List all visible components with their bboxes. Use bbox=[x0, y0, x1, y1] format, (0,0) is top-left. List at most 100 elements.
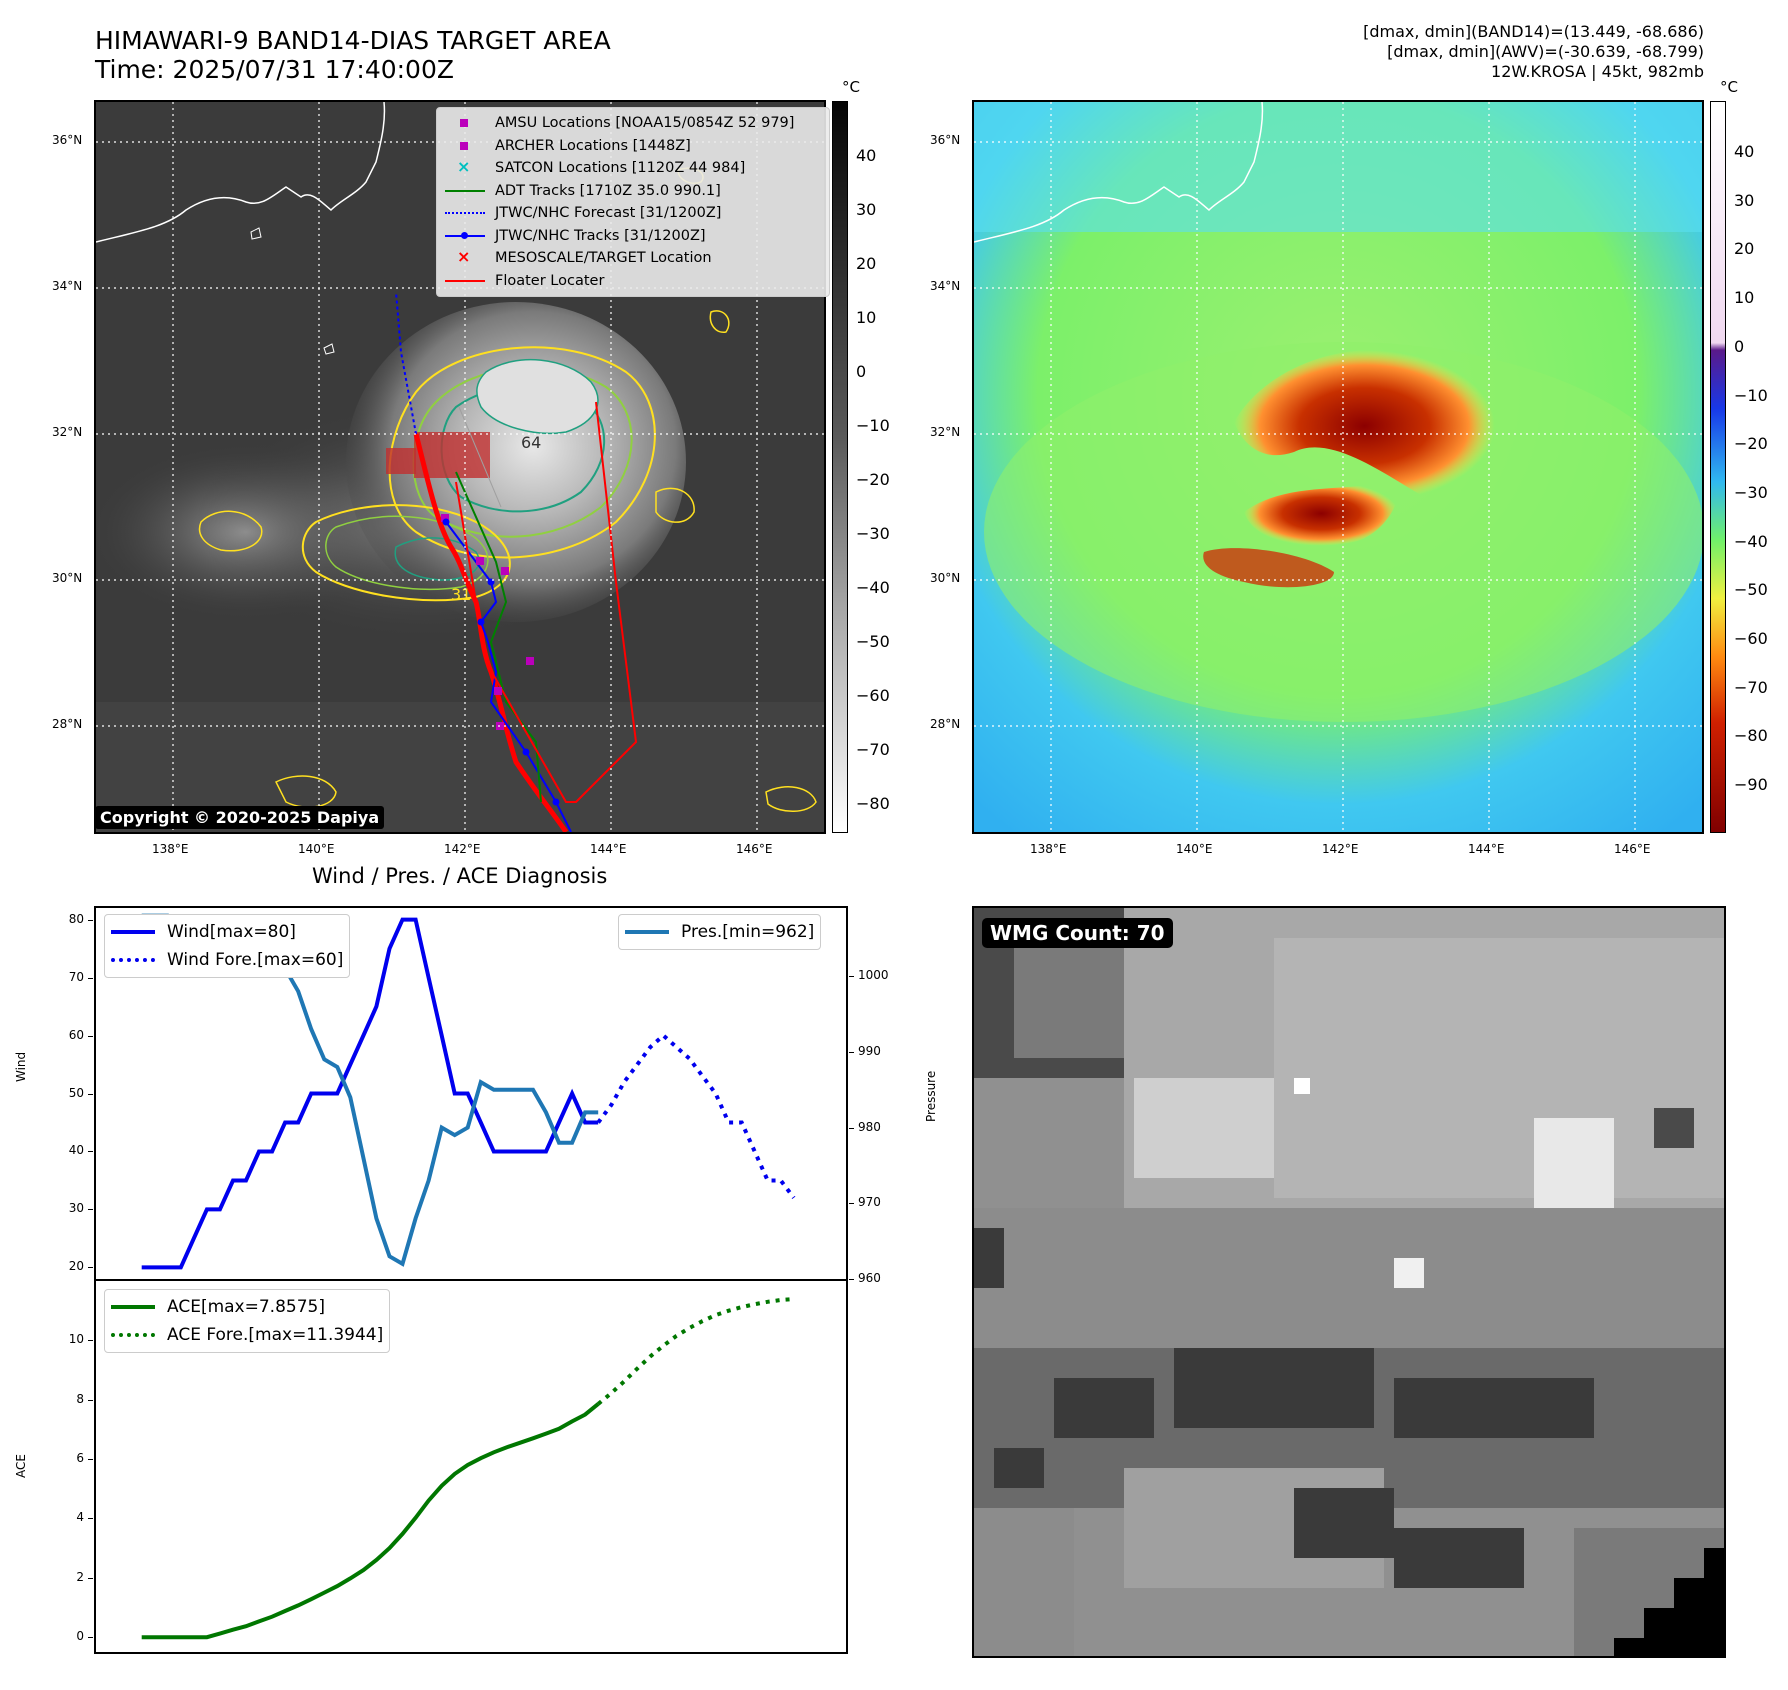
solid-line-icon bbox=[111, 1305, 155, 1309]
wind-axis-tick: 30 bbox=[68, 1201, 84, 1216]
awv-lat-tick: 28°N bbox=[930, 717, 961, 731]
awv-colorbar-tick: −20 bbox=[1734, 434, 1768, 454]
copyright-label: Copyright © 2020-2025 Dapiya bbox=[95, 806, 385, 829]
dotted-line-icon bbox=[111, 1333, 155, 1337]
wind-legend: Wind[max=80] Wind Fore.[max=60] bbox=[104, 914, 351, 978]
legend-item-floater: Floater Locater bbox=[443, 270, 823, 293]
ace-axis-tick: 10 bbox=[68, 1332, 84, 1347]
legend-item-jtwc-forecast: JTWC/NHC Forecast [31/1200Z] bbox=[443, 202, 823, 225]
wind-axis-tick-mark bbox=[88, 1151, 93, 1153]
ir-colorbar-tick: 10 bbox=[856, 308, 877, 327]
pressure-axis-tick: 960 bbox=[858, 1271, 881, 1285]
wind-axis-tick: 20 bbox=[68, 1259, 84, 1274]
pressure-axis-tick: 970 bbox=[858, 1195, 881, 1210]
ace-axis-tick-mark bbox=[88, 1459, 93, 1461]
ir-lat-tick: 36°N bbox=[52, 133, 83, 147]
awv-colorbar-tick: −50 bbox=[1734, 580, 1768, 600]
pressure-axis-tick: 980 bbox=[858, 1119, 881, 1134]
coastline-japan bbox=[96, 102, 386, 243]
awv-colorbar-tick: −90 bbox=[1734, 775, 1768, 795]
legend-item-ace: ACE[max=7.8575] bbox=[111, 1293, 383, 1321]
ace-axis-tick-mark bbox=[88, 1577, 93, 1579]
green-line-icon bbox=[443, 184, 487, 198]
ace-axis-tick: 2 bbox=[76, 1569, 84, 1584]
wind-axis-label: Wind bbox=[14, 1051, 28, 1082]
title-line-2: Time: 2025/07/31 17:40:00Z bbox=[95, 55, 454, 84]
info-line-2: [dmax, dmin](AWV)=(-30.639, -68.799) bbox=[1387, 42, 1704, 61]
awv-lon-tick: 146°E bbox=[1614, 842, 1651, 856]
ir-colorbar-unit: °C bbox=[842, 78, 860, 96]
awv-lat-tick: 36°N bbox=[930, 133, 961, 147]
wmg-panel bbox=[972, 906, 1726, 1658]
awv-colorbar-unit: °C bbox=[1720, 78, 1738, 96]
legend-item-pressure: Pres.[min=962] bbox=[625, 918, 814, 946]
ir-lon-tick: 138°E bbox=[152, 842, 189, 856]
awv-colorbar-tick: 0 bbox=[1734, 336, 1745, 356]
dotted-line-icon bbox=[111, 958, 155, 962]
ir-lon-tick: 146°E bbox=[736, 842, 773, 856]
solid-line-icon bbox=[111, 930, 155, 934]
ir-lat-tick: 34°N bbox=[52, 279, 83, 293]
legend-item-wind: Wind[max=80] bbox=[111, 918, 343, 946]
coastline-japan bbox=[974, 102, 1264, 243]
ir-colorbar-tick: −70 bbox=[856, 740, 890, 759]
wmg-svg bbox=[974, 908, 1724, 1656]
ir-colorbar-tick: 40 bbox=[856, 146, 877, 165]
pressure-axis-tick-mark bbox=[849, 1279, 854, 1280]
title-line-1: HIMAWARI-9 BAND14-DIAS TARGET AREA bbox=[95, 26, 611, 55]
blue-line-dot-icon bbox=[443, 229, 487, 243]
awv-dry-core bbox=[1234, 349, 1495, 502]
contour-label-64: 64 bbox=[521, 433, 541, 452]
legend-item-amsu: AMSU Locations [NOAA15/0854Z 52 979] bbox=[443, 112, 823, 135]
pressure-legend: Pres.[min=962] bbox=[618, 914, 822, 950]
legend-item-ace-forecast: ACE Fore.[max=11.3944] bbox=[111, 1321, 383, 1349]
ir-lon-tick: 144°E bbox=[590, 842, 627, 856]
awv-colorbar-tick: −70 bbox=[1734, 677, 1768, 697]
ace-axis-tick-mark bbox=[88, 1340, 93, 1342]
pressure-axis-tick-mark bbox=[849, 1127, 854, 1129]
wind-axis-tick-mark bbox=[88, 1267, 93, 1269]
ir-colorbar-tick: 0 bbox=[856, 362, 867, 381]
wind-axis-tick-mark bbox=[88, 1035, 93, 1037]
ace-axis-tick-mark bbox=[88, 1518, 93, 1520]
jtwc-track bbox=[445, 521, 572, 832]
awv-colorbar-tick: −30 bbox=[1734, 482, 1768, 502]
ir-colorbar bbox=[832, 101, 848, 833]
awv-colorbar-tick: 10 bbox=[1734, 288, 1755, 308]
ace-axis-tick: 4 bbox=[76, 1510, 84, 1525]
legend-item-adt: ADT Tracks [1710Z 35.0 990.1] bbox=[443, 180, 823, 203]
wind-axis-tick: 60 bbox=[68, 1027, 84, 1042]
pressure-axis-tick: 990 bbox=[858, 1043, 881, 1058]
wind-line bbox=[141, 917, 599, 1270]
awv-lat-tick: 32°N bbox=[930, 425, 961, 439]
magenta-square-icon bbox=[443, 139, 487, 153]
ace-axis-tick: 6 bbox=[76, 1451, 84, 1466]
awv-colorbar-tick: −60 bbox=[1734, 629, 1768, 648]
ace-svg bbox=[141, 1297, 794, 1640]
wind-axis-tick: 70 bbox=[68, 969, 84, 984]
pressure-axis-tick-mark bbox=[849, 976, 854, 978]
legend-item-target: × MESOSCALE/TARGET Location bbox=[443, 247, 823, 270]
ir-colorbar-tick: −40 bbox=[856, 578, 890, 597]
legend-item-jtwc-tracks: JTWC/NHC Tracks [31/1200Z] bbox=[443, 225, 823, 248]
wind-axis-tick: 50 bbox=[68, 1085, 84, 1100]
awv-lon-tick: 144°E bbox=[1468, 842, 1505, 856]
red-line-icon bbox=[443, 274, 487, 288]
blue-dotted-line-icon bbox=[443, 206, 487, 220]
info-line-3: 12W.KROSA | 45kt, 982mb bbox=[1491, 62, 1704, 81]
wind-axis-tick-mark bbox=[88, 1093, 93, 1095]
ir-lat-tick: 28°N bbox=[52, 717, 83, 731]
ace-axis-tick: 8 bbox=[76, 1391, 84, 1406]
ir-colorbar-tick: −30 bbox=[856, 524, 890, 543]
ir-lat-tick: 32°N bbox=[52, 425, 83, 439]
awv-lon-tick: 142°E bbox=[1322, 842, 1359, 856]
diagnosis-title: Wind / Pres. / ACE Diagnosis bbox=[312, 864, 608, 888]
wind-axis-tick-mark bbox=[88, 977, 93, 979]
figure-info: [dmax, dmin](BAND14)=(13.449, -68.686) [… bbox=[1363, 22, 1704, 82]
awv-colorbar-tick: −10 bbox=[1734, 385, 1768, 405]
contour-label-31: 31 bbox=[451, 585, 471, 604]
pressure-axis-tick-mark bbox=[849, 1203, 854, 1205]
ace-axis-tick-mark bbox=[88, 1399, 93, 1401]
wind-axis-tick-mark bbox=[88, 919, 93, 921]
wmg-count-badge: WMG Count: 70 bbox=[982, 918, 1173, 948]
